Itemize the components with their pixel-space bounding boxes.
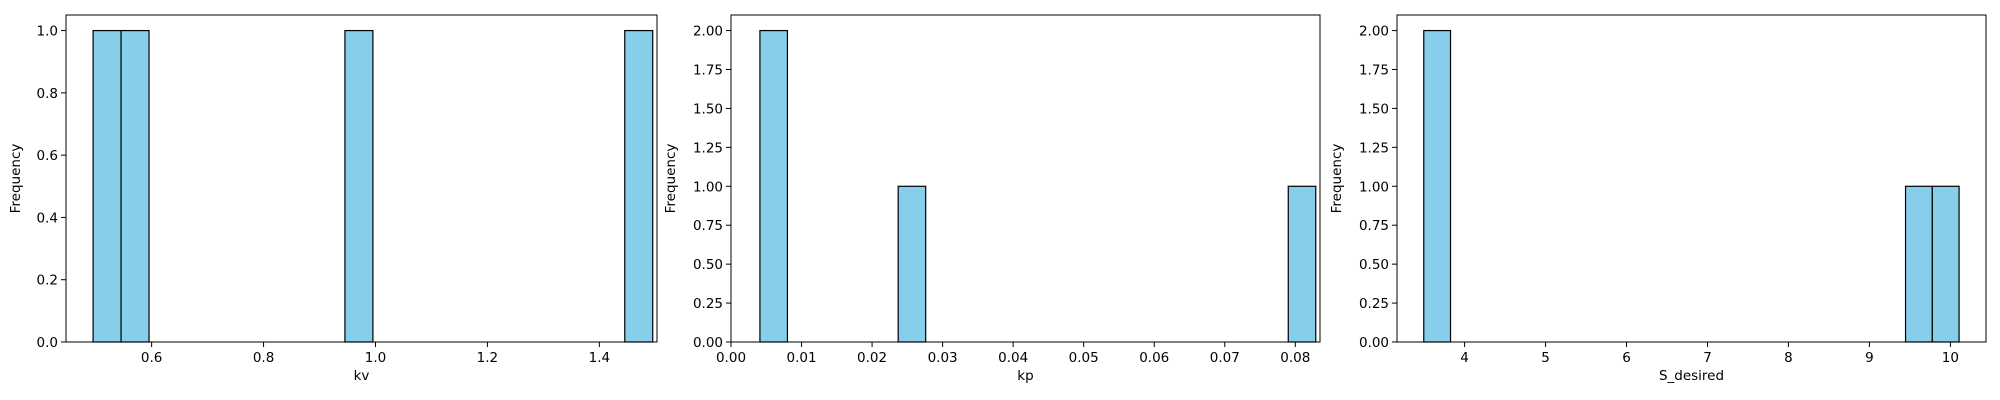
y-tick-label: 0.50 (693, 257, 723, 273)
panel-kp: 0.00 0.01 0.02 0.03 0.04 0.05 0.06 0.07 0.08 0.00… (663, 14, 1321, 384)
y-tick-label: 2.00 (693, 24, 723, 40)
histogram-bar (624, 29, 654, 343)
x-tick-label: 0.07 (1210, 350, 1240, 366)
x-tick-label: 1.2 (477, 350, 498, 366)
y-tick-label: 0.2 (37, 273, 58, 289)
histogram-bar (897, 185, 927, 343)
axes-frame (730, 14, 1321, 343)
x-tick-label: 0.6 (141, 350, 162, 366)
x-tick-label: 8 (1784, 350, 1793, 366)
y-tick-label: 1.25 (1359, 140, 1389, 156)
y-axis-label: Frequency (663, 144, 679, 214)
histogram-bar (759, 29, 789, 343)
x-tick-label: 0.06 (1139, 350, 1169, 366)
y-tick-label: 1.0 (37, 24, 58, 40)
histogram-bar (120, 29, 150, 343)
y-tick-label: 0.6 (37, 148, 58, 164)
x-tick-label: 10 (1942, 350, 1959, 366)
y-tick-label: 0.25 (1359, 296, 1389, 312)
x-tick-label: 4 (1460, 350, 1469, 366)
x-tick-label: 0.02 (857, 350, 887, 366)
y-tick-label: 0.8 (37, 86, 58, 102)
x-tick-label: 6 (1622, 350, 1631, 366)
y-tick-label: 0.4 (37, 210, 58, 226)
x-tick-label: 7 (1703, 350, 1712, 366)
x-tick-label: 1.4 (589, 350, 610, 366)
x-tick-label: 0.08 (1280, 350, 1310, 366)
x-tick-label: 0.04 (998, 350, 1028, 366)
x-tick-label: 0.03 (928, 350, 958, 366)
y-tick-label: 1.25 (693, 140, 723, 156)
y-tick-label: 0.50 (1359, 257, 1389, 273)
x-tick-label: 9 (1865, 350, 1874, 366)
x-tick-label: 0.05 (1069, 350, 1099, 366)
x-tick-label: 0.01 (787, 350, 817, 366)
histogram-bar (344, 29, 374, 343)
axes-frame (1396, 14, 1987, 343)
x-tick-label: 0.00 (716, 350, 746, 366)
y-tick-label: 0.00 (1359, 335, 1389, 351)
histogram-bar (92, 29, 122, 343)
x-tick-label: 0.8 (253, 350, 274, 366)
y-tick-label: 1.50 (1359, 101, 1389, 117)
y-tick-label: 0.75 (693, 218, 723, 234)
y-axis-label: Frequency (8, 144, 24, 214)
y-tick-label: 0.25 (693, 296, 723, 312)
histogram-bar (1287, 185, 1317, 343)
y-tick-label: 1.00 (1359, 179, 1389, 195)
axes-frame (65, 14, 658, 343)
panel-s-desired: 4 5 6 7 8 9 10 0.00 0.25 0.50 0.75 1.00 1.25 1.50 1.75… (1329, 14, 1987, 384)
y-axis-label: Frequency (1329, 144, 1345, 214)
panel-kv: 0.6 0.8 1.0 1.2 1.4 0.0 0.2 0.4 0.6 0.8 1.0 kv Frequ… (8, 14, 658, 384)
y-tick-label: 1.00 (693, 179, 723, 195)
x-axis-label: kp (1017, 368, 1033, 384)
x-axis-label: S_desired (1659, 368, 1724, 384)
histogram-bar (1904, 185, 1933, 343)
x-axis-label: kv (354, 368, 370, 384)
y-tick-label: 0.00 (693, 335, 723, 351)
histogram-bar (1931, 185, 1960, 343)
y-tick-label: 1.75 (693, 63, 723, 79)
y-tick-label: 2.00 (1359, 24, 1389, 40)
x-tick-label: 5 (1541, 350, 1550, 366)
y-tick-label: 1.50 (693, 101, 723, 117)
y-tick-label: 0.0 (37, 335, 58, 351)
y-tick-label: 1.75 (1359, 63, 1389, 79)
x-tick-label: 1.0 (365, 350, 386, 366)
y-tick-label: 0.75 (1359, 218, 1389, 234)
histogram-bar (1423, 29, 1452, 343)
